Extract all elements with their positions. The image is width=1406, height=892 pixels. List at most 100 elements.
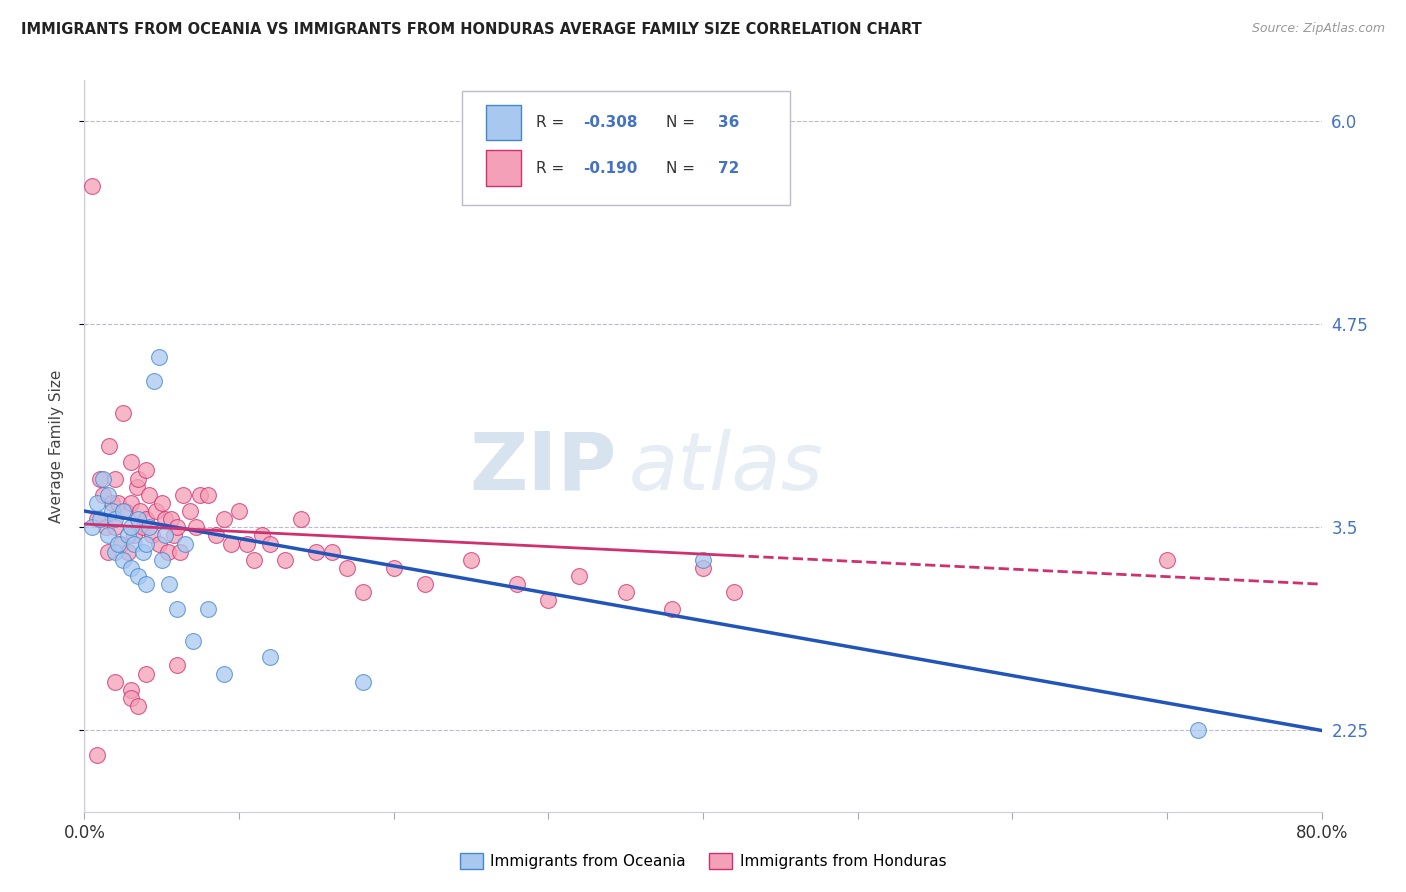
Point xyxy=(169,544,191,558)
Point xyxy=(160,512,183,526)
Point xyxy=(96,544,118,558)
Point xyxy=(104,674,127,689)
Point xyxy=(212,666,235,681)
Text: R =: R = xyxy=(536,115,569,130)
Point xyxy=(104,544,127,558)
Point xyxy=(156,544,179,558)
Point xyxy=(181,634,204,648)
Point xyxy=(91,488,114,502)
Point xyxy=(661,601,683,615)
Point xyxy=(723,585,745,599)
Point xyxy=(188,488,211,502)
Point xyxy=(98,439,121,453)
Point xyxy=(150,496,173,510)
Point xyxy=(148,350,170,364)
Point xyxy=(104,520,127,534)
Point xyxy=(212,512,235,526)
Point xyxy=(120,520,142,534)
Point xyxy=(150,553,173,567)
FancyBboxPatch shape xyxy=(486,151,522,186)
Point xyxy=(86,496,108,510)
Text: IMMIGRANTS FROM OCEANIA VS IMMIGRANTS FROM HONDURAS AVERAGE FAMILY SIZE CORRELAT: IMMIGRANTS FROM OCEANIA VS IMMIGRANTS FR… xyxy=(21,22,922,37)
Point xyxy=(172,488,194,502)
Point xyxy=(112,504,135,518)
Text: N =: N = xyxy=(666,115,700,130)
Point xyxy=(94,520,117,534)
Point xyxy=(135,512,157,526)
Point xyxy=(382,561,405,575)
Point xyxy=(166,658,188,673)
Point xyxy=(127,471,149,485)
Point xyxy=(91,471,114,485)
Point xyxy=(148,536,170,550)
Point xyxy=(104,512,127,526)
Point xyxy=(197,488,219,502)
Point xyxy=(120,690,142,705)
Point xyxy=(107,496,129,510)
Point xyxy=(166,520,188,534)
Point xyxy=(135,536,157,550)
Point xyxy=(259,650,281,665)
Point xyxy=(692,561,714,575)
Point xyxy=(129,504,152,518)
Point xyxy=(122,528,145,542)
Text: R =: R = xyxy=(536,161,569,176)
Point xyxy=(290,512,312,526)
Point xyxy=(259,536,281,550)
Text: atlas: atlas xyxy=(628,429,824,507)
Point xyxy=(104,471,127,485)
Point xyxy=(132,520,155,534)
Text: -0.190: -0.190 xyxy=(583,161,637,176)
Point xyxy=(141,528,163,542)
Point xyxy=(138,520,160,534)
Point xyxy=(132,544,155,558)
FancyBboxPatch shape xyxy=(461,91,790,204)
Point xyxy=(274,553,297,567)
Point xyxy=(219,536,242,550)
Point xyxy=(135,463,157,477)
Point xyxy=(127,569,149,583)
Point xyxy=(101,504,124,518)
Point xyxy=(120,561,142,575)
Point xyxy=(163,528,186,542)
Point xyxy=(112,407,135,421)
Point xyxy=(120,455,142,469)
Point xyxy=(174,536,197,550)
Point xyxy=(86,747,108,762)
Text: -0.308: -0.308 xyxy=(583,115,637,130)
Point xyxy=(205,528,228,542)
Point xyxy=(110,536,132,550)
Point xyxy=(460,553,482,567)
Point xyxy=(692,553,714,567)
Point xyxy=(1187,723,1209,738)
Point xyxy=(153,528,176,542)
Point xyxy=(352,674,374,689)
Point xyxy=(537,593,560,607)
Point xyxy=(143,374,166,388)
Point xyxy=(568,569,591,583)
Point xyxy=(135,666,157,681)
Point xyxy=(127,699,149,714)
Point xyxy=(96,528,118,542)
Point xyxy=(413,577,436,591)
Point xyxy=(96,488,118,502)
Text: ZIP: ZIP xyxy=(470,429,616,507)
Point xyxy=(127,512,149,526)
Point xyxy=(305,544,328,558)
Text: Source: ZipAtlas.com: Source: ZipAtlas.com xyxy=(1251,22,1385,36)
Point xyxy=(125,480,148,494)
Point xyxy=(250,528,273,542)
Point xyxy=(112,553,135,567)
Point xyxy=(120,496,142,510)
Point xyxy=(352,585,374,599)
Text: 36: 36 xyxy=(718,115,740,130)
Point xyxy=(159,577,180,591)
Y-axis label: Average Family Size: Average Family Size xyxy=(49,369,63,523)
Point xyxy=(114,504,136,518)
Point xyxy=(101,496,124,510)
Point xyxy=(86,512,108,526)
Point xyxy=(197,601,219,615)
Point xyxy=(82,520,104,534)
Point xyxy=(184,520,207,534)
Point xyxy=(228,504,250,518)
